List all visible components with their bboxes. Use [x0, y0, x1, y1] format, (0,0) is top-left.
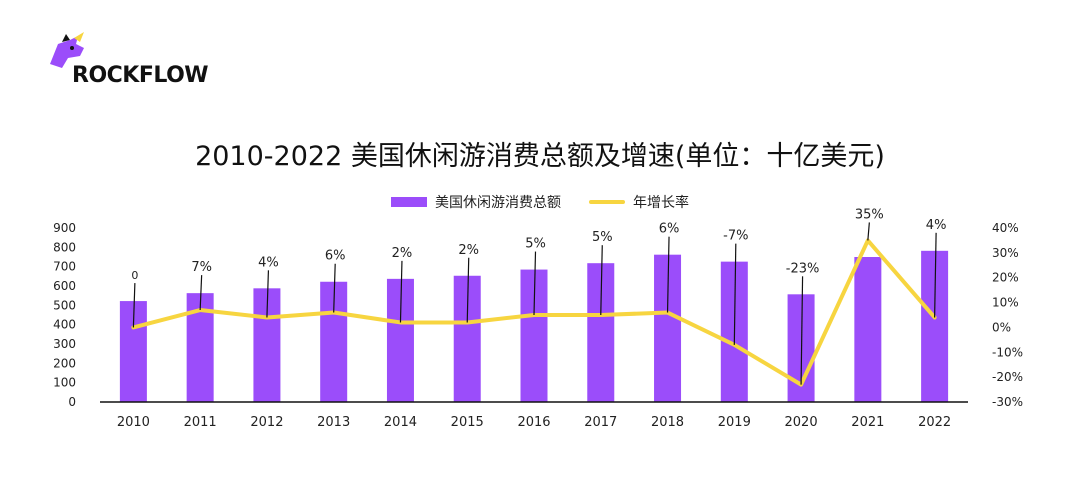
rockflow-logo — [48, 32, 208, 94]
label-leader-line — [666, 236, 670, 313]
y-right-tick-label: -20% — [992, 370, 1023, 384]
y-right-tick-label: 20% — [992, 271, 1019, 285]
data-label: 0 — [131, 269, 138, 282]
y-left-tick-label: 900 — [53, 221, 76, 235]
bar — [654, 254, 682, 402]
x-tick-label: 2014 — [384, 415, 417, 430]
bar — [520, 269, 548, 402]
data-label: 5% — [525, 237, 546, 252]
chart-title: 2010-2022 美国休闲游消费总额及增速(单位：十亿美元) — [195, 141, 885, 172]
legend-swatch-line — [589, 200, 625, 204]
y-left-tick-label: 0 — [68, 395, 76, 409]
x-tick-label: 2011 — [184, 415, 217, 430]
y-right-tick-label: -30% — [992, 395, 1023, 409]
y-left-tick-label: 600 — [53, 279, 76, 293]
x-tick-label: 2015 — [451, 415, 484, 430]
x-tick-label: 2018 — [651, 415, 684, 430]
x-tick-label: 2017 — [584, 415, 617, 430]
x-tick-label: 2016 — [517, 415, 550, 430]
y-right-tick-label: 40% — [992, 221, 1019, 235]
data-label: 2% — [458, 243, 479, 258]
x-tick-label: 2020 — [785, 415, 818, 430]
label-leader-line — [733, 243, 737, 345]
legend-item-growth: 年增长率 — [589, 192, 689, 212]
bar — [386, 278, 414, 402]
label-leader-line — [199, 275, 203, 311]
y-left-tick-label: 400 — [53, 318, 76, 332]
label-leader-line — [333, 263, 336, 313]
label-leader-line — [533, 251, 537, 316]
data-label: 6% — [659, 222, 680, 237]
data-label: 35% — [855, 207, 884, 222]
y-left-tick-label: 100 — [53, 376, 76, 390]
data-label: 7% — [191, 260, 212, 275]
legend-swatch-bar — [391, 197, 427, 207]
label-leader-line — [132, 283, 136, 328]
data-label: 4% — [926, 218, 947, 233]
data-label: 6% — [325, 249, 346, 264]
legend-label-growth: 年增长率 — [633, 195, 689, 211]
data-label: 5% — [592, 230, 613, 245]
data-label: 2% — [392, 246, 413, 261]
unicorn-icon — [50, 32, 84, 68]
legend-item-spending: 美国休闲游消费总额 — [391, 192, 561, 212]
chart-legend: 美国休闲游消费总额 年增长率 — [0, 192, 1080, 212]
data-label: -7% — [723, 229, 748, 244]
y-left-tick-label: 300 — [53, 337, 76, 351]
data-label: -23% — [786, 261, 820, 276]
legend-label-spending: 美国休闲游消费总额 — [435, 195, 561, 211]
label-leader-line — [800, 276, 804, 385]
x-tick-label: 2021 — [851, 415, 884, 430]
bar — [921, 250, 949, 402]
label-leader-line — [600, 245, 603, 316]
x-tick-label: 2022 — [918, 415, 951, 430]
y-left-tick-label: 700 — [53, 260, 76, 274]
label-leader-line — [466, 257, 470, 323]
y-right-tick-label: -10% — [992, 345, 1023, 359]
bar — [854, 257, 882, 402]
x-tick-label: 2012 — [250, 415, 283, 430]
label-leader-line — [867, 222, 870, 241]
x-tick-label: 2019 — [718, 415, 751, 430]
y-left-tick-label: 800 — [53, 240, 76, 254]
label-leader-line — [934, 232, 937, 318]
brand-name: ROCKFLOW — [72, 63, 209, 88]
y-right-tick-label: 30% — [992, 246, 1019, 260]
label-leader-line — [266, 270, 270, 318]
x-tick-label: 2013 — [317, 415, 350, 430]
data-label: 4% — [258, 255, 279, 270]
y-left-tick-label: 500 — [53, 298, 76, 312]
x-tick-label: 2010 — [117, 415, 150, 430]
bar — [453, 275, 481, 402]
y-left-tick-label: 200 — [53, 356, 76, 370]
y-right-tick-label: 10% — [992, 296, 1019, 310]
label-leader-line — [399, 260, 403, 323]
bar — [587, 263, 615, 402]
y-right-tick-label: 0% — [992, 320, 1011, 334]
